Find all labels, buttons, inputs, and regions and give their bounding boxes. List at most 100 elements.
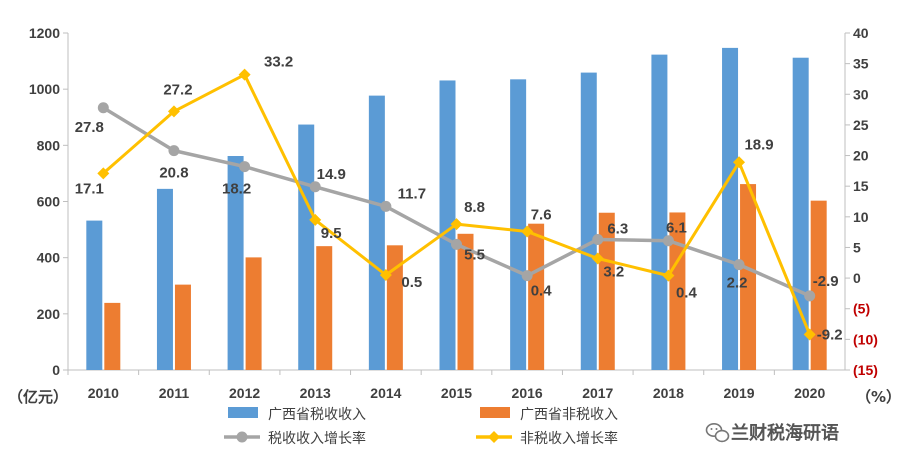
tax-revenue-bar: [510, 79, 527, 371]
tax-revenue-bar: [580, 72, 597, 370]
nontax-growth-marker: [379, 269, 392, 282]
x-tick-label: 2012: [229, 385, 260, 401]
chart-axes: 0 200 400 600 800 1000 1200 (15) (10) (5) 0 5 10 15 20…: [8, 25, 901, 406]
nontax-growth-label: 7.6: [531, 207, 552, 224]
right-tick-label: 30: [853, 86, 869, 102]
tax-growth-marker: [733, 259, 745, 271]
left-tick-label: 1000: [29, 81, 60, 97]
x-tick-label: 2014: [370, 385, 401, 401]
nontax-growth-label: 8.8: [464, 199, 485, 216]
tax-growth-marker: [380, 200, 392, 212]
left-tick-label: 400: [37, 250, 61, 266]
nontax-revenue-bar: [598, 212, 615, 370]
left-tick-label: 1200: [29, 25, 60, 41]
x-tick-label: 2015: [441, 385, 472, 401]
nontax-revenue-bar: [174, 284, 191, 370]
right-tick-label: 0: [853, 270, 861, 286]
nontax-growth-marker: [591, 252, 604, 265]
tax-growth-marker: [309, 181, 321, 193]
tax-revenue-bar: [227, 156, 244, 370]
nontax-revenue-bar: [316, 246, 333, 370]
nontax-growth-label: 33.2: [264, 54, 293, 71]
line-series: [97, 68, 816, 341]
legend-swatch-nontax: [480, 407, 510, 418]
tax-revenue-bar: [298, 124, 315, 370]
nontax-growth-marker: [238, 68, 251, 81]
legend-label: 税收收入增长率: [268, 430, 366, 447]
nontax-growth-label: 18.9: [744, 136, 773, 153]
left-tick-label: 600: [37, 194, 61, 210]
right-tick-label: 15: [853, 178, 869, 194]
tax-growth-marker: [97, 102, 109, 114]
nontax-revenue-bar: [245, 257, 262, 370]
nontax-revenue-bar: [528, 223, 545, 370]
tax-growth-marker: [451, 238, 462, 250]
right-tick-label: 20: [853, 148, 869, 164]
nontax-revenue-bar: [457, 233, 474, 370]
right-tick-label: 40: [853, 25, 869, 41]
tax-growth-label: -2.9: [813, 273, 839, 290]
left-tick-label: 800: [37, 137, 61, 153]
nontax-growth-label: 9.5: [321, 225, 342, 242]
tax-revenue-bar: [368, 95, 385, 371]
tax-growth-line: [102, 106, 811, 298]
right-tick-label: (15): [853, 362, 878, 378]
x-tick-label: 2010: [88, 385, 119, 401]
legend-marker-diamond: [488, 431, 500, 443]
tax-growth-label: 6.3: [607, 220, 628, 237]
nontax-growth-marker: [521, 225, 534, 238]
tax-growth-label: 0.4: [531, 283, 553, 300]
wechat-icon: [705, 423, 730, 443]
tax-growth-label: 5.5: [464, 246, 485, 263]
right-tick-label: 35: [853, 56, 869, 72]
tax-revenue-bar: [651, 54, 668, 370]
tax-growth-label: 18.2: [222, 181, 251, 198]
tax-growth-label: 6.1: [666, 220, 687, 237]
nontax-growth-label: 0.5: [401, 274, 422, 291]
right-tick-label: (10): [853, 331, 878, 347]
watermark: 兰财税海研语: [705, 422, 839, 444]
left-axis-unit: （亿元）: [8, 388, 68, 406]
tax-growth-marker: [521, 270, 533, 282]
tax-growth-label: 11.7: [398, 185, 426, 202]
x-tick-label: 2020: [794, 385, 825, 401]
nontax-growth-label: 3.2: [603, 263, 624, 280]
tax-revenue-bar: [86, 220, 103, 370]
left-tick-label: 200: [37, 306, 61, 322]
nontax-growth-label: 27.2: [163, 81, 192, 98]
x-tick-label: 2013: [300, 385, 331, 401]
legend-marker-circle: [236, 431, 248, 443]
tax-growth-marker: [239, 161, 251, 173]
watermark-text: 兰财税海研语: [731, 422, 839, 444]
legend-swatch-tax: [228, 407, 258, 418]
bar-series: [86, 47, 827, 371]
x-tick-label: 2011: [159, 385, 190, 401]
left-tick-label: 0: [52, 362, 60, 378]
tax-revenue-bar: [722, 47, 739, 371]
nontax-growth-marker: [450, 218, 463, 231]
nontax-revenue-bar: [669, 212, 686, 370]
legend-label: 广西省税收收入: [268, 407, 366, 423]
tax-growth-marker: [168, 145, 180, 157]
nontax-revenue-bar: [740, 184, 757, 370]
nontax-revenue-bar: [386, 245, 403, 370]
legend-label: 非税收入增长率: [520, 430, 618, 447]
legend-label: 广西省非税收入: [520, 407, 618, 423]
nontax-growth-marker: [803, 328, 816, 341]
nontax-growth-marker: [167, 105, 180, 118]
tax-growth-marker: [592, 233, 604, 245]
tax-growth-label: 2.2: [727, 275, 748, 292]
right-tick-label: 25: [853, 117, 869, 133]
nontax-revenue-bar: [810, 200, 827, 370]
nontax-revenue-bar: [104, 302, 121, 370]
nontax-growth-marker: [733, 156, 746, 169]
tax-revenue-bar: [156, 188, 173, 370]
nontax-growth-marker: [662, 269, 675, 282]
nontax-growth-label: 0.4: [676, 285, 698, 302]
x-tick-label: 2017: [582, 385, 613, 401]
tax-growth-marker: [804, 290, 816, 302]
right-axis-unit: （%）: [856, 388, 901, 406]
right-tick-label: 10: [853, 209, 869, 225]
